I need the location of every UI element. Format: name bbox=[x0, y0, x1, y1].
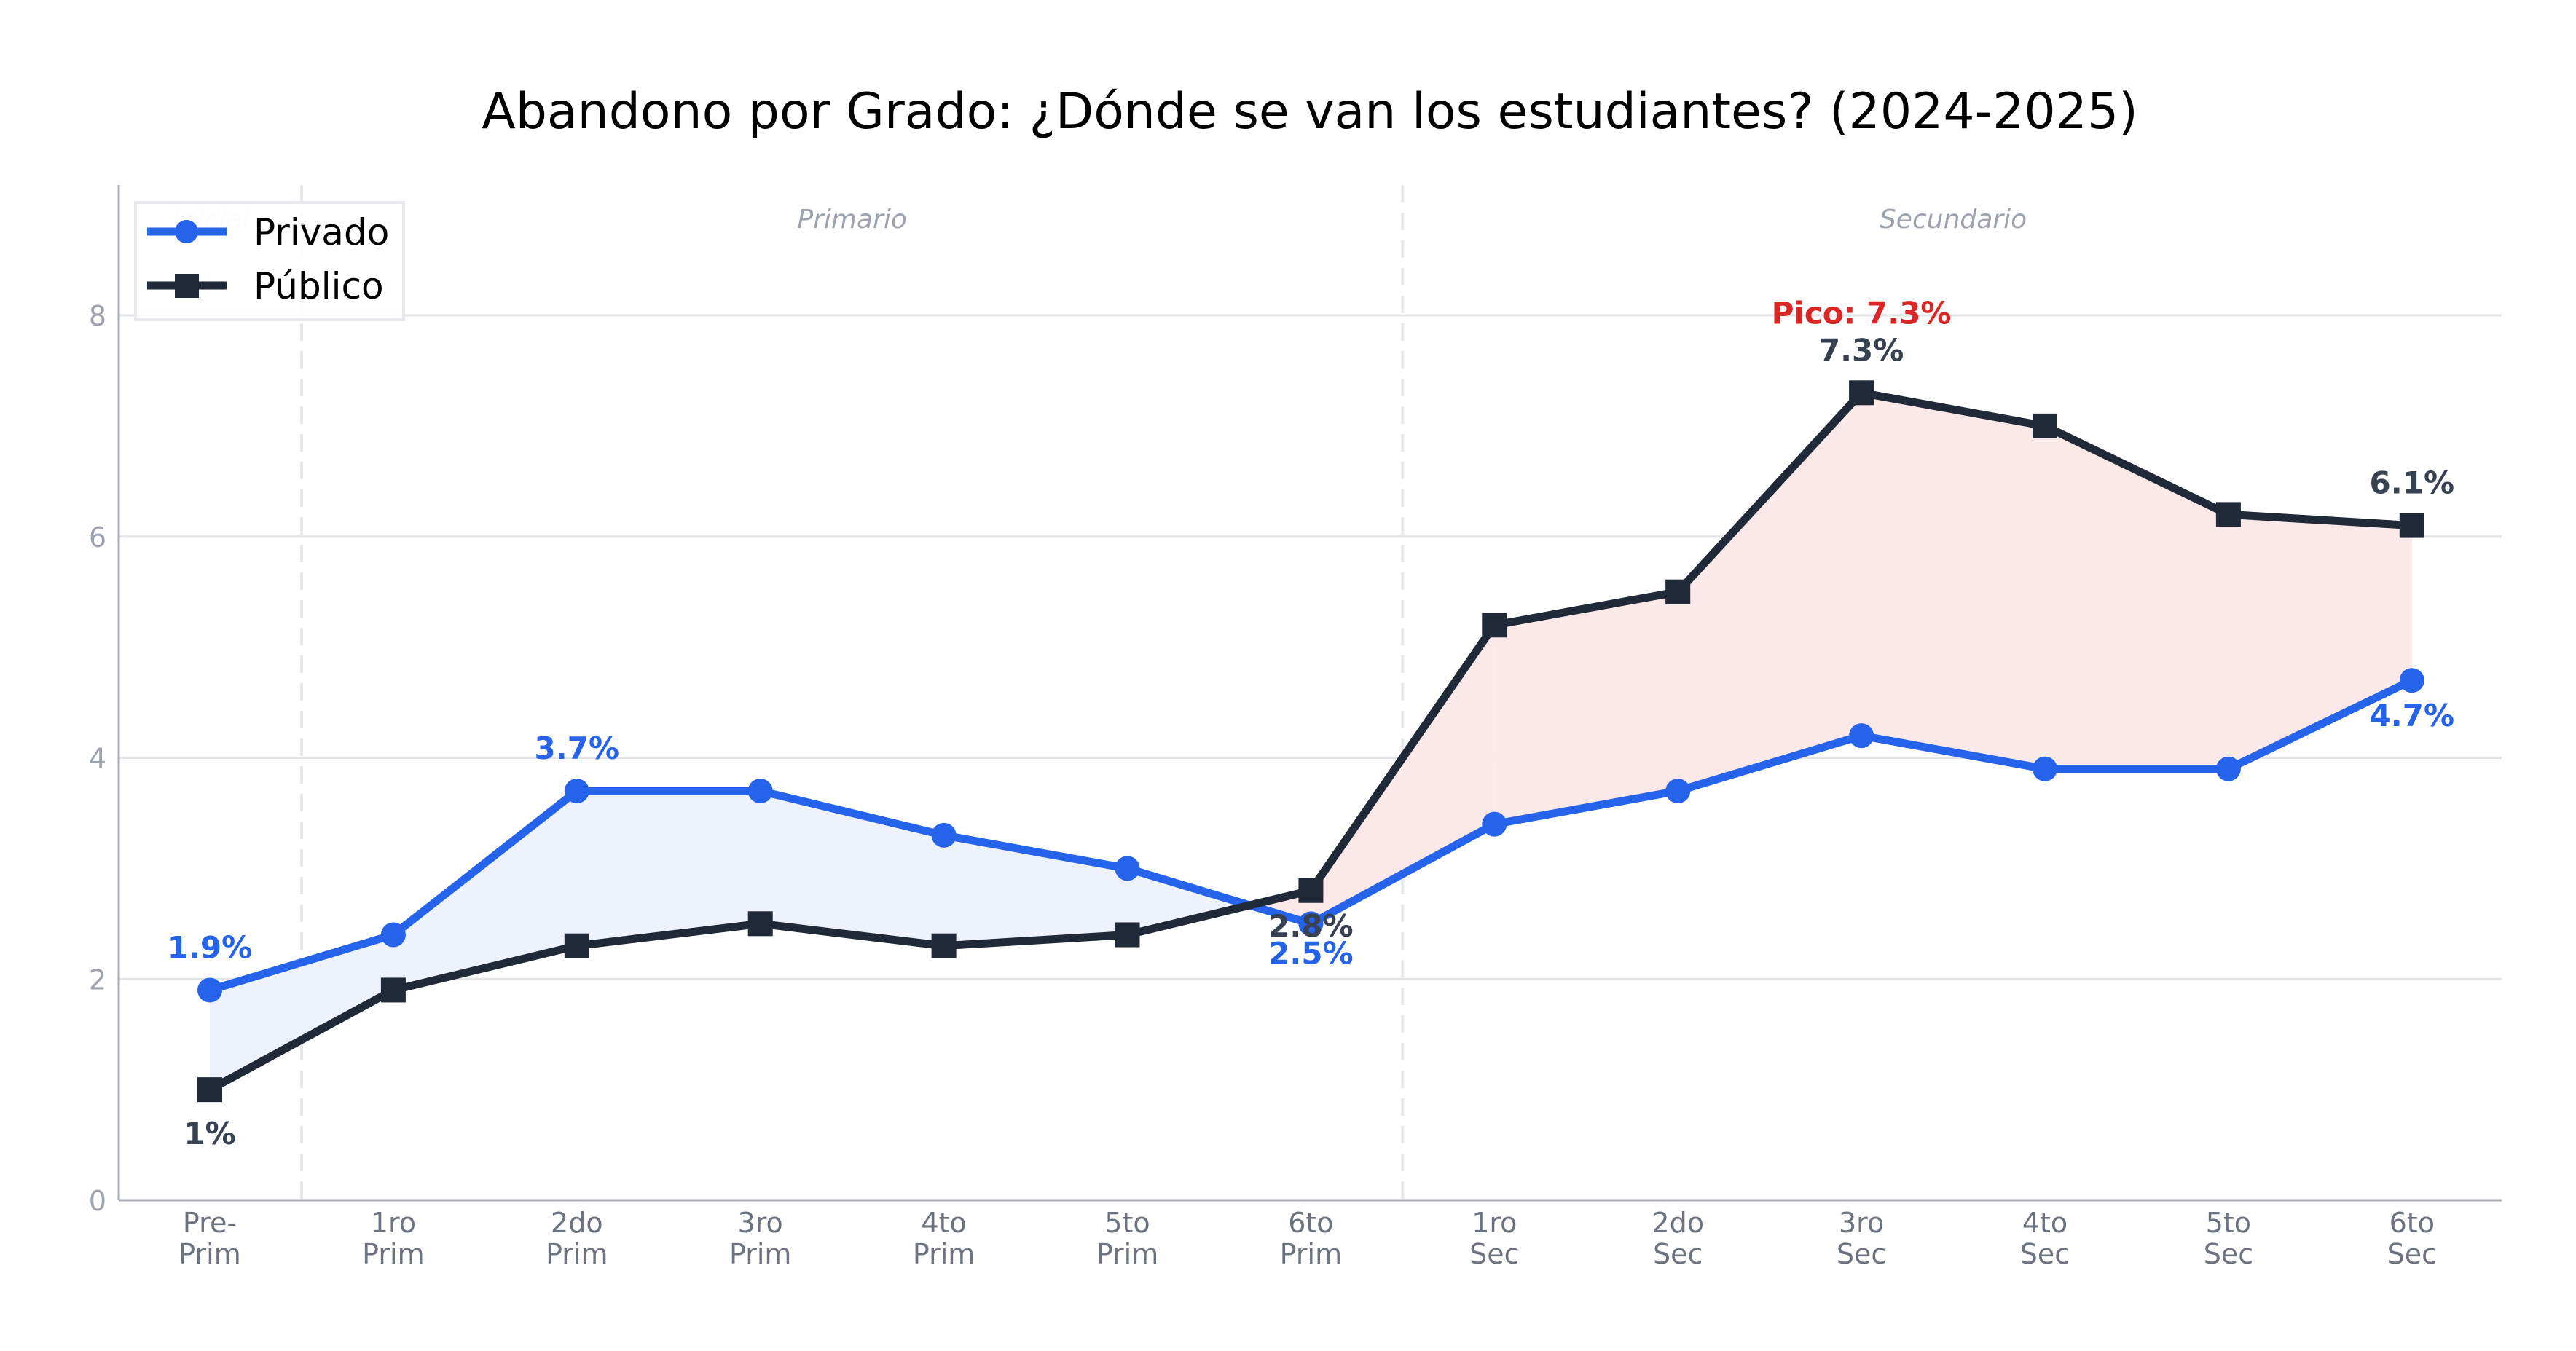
data-point[interactable] bbox=[931, 822, 957, 848]
data-point[interactable] bbox=[2215, 756, 2241, 781]
fill-segment bbox=[1494, 591, 1678, 824]
data-label: 2.8% bbox=[1268, 908, 1353, 944]
y-tick-label: 0 bbox=[89, 1185, 106, 1217]
fill-segment bbox=[1127, 868, 1250, 935]
data-label: 7.3% bbox=[1819, 332, 1904, 368]
data-point[interactable] bbox=[1849, 380, 1874, 406]
data-label: 2.5% bbox=[1268, 935, 1353, 971]
y-axis-ticks: 0 2 4 6 8 bbox=[89, 300, 106, 1217]
data-point[interactable] bbox=[197, 1077, 222, 1103]
data-label: 4.7% bbox=[2370, 698, 2454, 733]
legend-label-publico: Público bbox=[254, 265, 384, 307]
section-label-primario: Primario bbox=[797, 205, 906, 235]
data-label: 6.1% bbox=[2370, 465, 2454, 501]
data-label: 3.7% bbox=[535, 730, 619, 766]
x-tick-label: 2do Sec bbox=[1652, 1207, 1704, 1270]
data-point[interactable] bbox=[2399, 668, 2424, 693]
data-point[interactable] bbox=[1482, 613, 1507, 638]
fill-segment bbox=[393, 791, 577, 990]
section-labels: InicialPrimarioSecundario bbox=[173, 205, 2027, 235]
fill-segment bbox=[1311, 625, 1495, 924]
x-tick-label: 4to Sec bbox=[2020, 1207, 2070, 1270]
fill-segment bbox=[1861, 393, 2045, 769]
section-label-secundario: Secundario bbox=[1880, 205, 2027, 235]
data-point[interactable] bbox=[747, 911, 773, 937]
fill-segment bbox=[210, 934, 393, 1090]
square-marker-icon bbox=[175, 274, 199, 298]
fill-segment bbox=[2045, 425, 2229, 769]
x-tick-label: Pre-Prim bbox=[178, 1207, 240, 1270]
fill-segment bbox=[576, 791, 761, 946]
data-point[interactable] bbox=[564, 933, 589, 958]
legend: Privado Público bbox=[134, 201, 405, 321]
x-tick-label: 1ro Prim bbox=[362, 1207, 424, 1270]
y-tick-label: 2 bbox=[89, 964, 106, 996]
x-tick-label: 5to Prim bbox=[1096, 1207, 1158, 1270]
fill-segment bbox=[760, 791, 944, 946]
data-point[interactable] bbox=[1849, 723, 1874, 749]
chart-title: Abandono por Grado: ¿Dónde se van los es… bbox=[482, 83, 2137, 141]
x-tick-label: 1ro Sec bbox=[1469, 1207, 1519, 1270]
data-point[interactable] bbox=[1115, 856, 1140, 881]
legend-label-privado: Privado bbox=[254, 211, 389, 253]
section-dividers bbox=[299, 185, 1405, 1200]
data-point[interactable] bbox=[1665, 579, 1691, 604]
axes bbox=[117, 185, 2502, 1202]
data-point[interactable] bbox=[564, 779, 589, 804]
data-point[interactable] bbox=[2215, 502, 2241, 527]
legend-item-privado[interactable]: Privado bbox=[147, 211, 389, 253]
data-labels: 1.9% 3.7% 2.5% 4.7% 1% 2.8% 7.3% 6.1% Pico: 7.3% bbox=[168, 295, 2454, 1151]
y-tick-label: 8 bbox=[89, 300, 106, 332]
x-tick-label: 4to Prim bbox=[913, 1207, 975, 1270]
data-label: 1% bbox=[184, 1116, 235, 1151]
y-tick-label: 4 bbox=[89, 743, 106, 775]
x-tick-label: 3ro Sec bbox=[1837, 1207, 1886, 1270]
x-axis-ticks: Pre-Prim 1ro Prim 2do Prim 3ro Prim 4to Prim 5to P… bbox=[178, 1207, 2437, 1270]
fill-segment bbox=[1678, 393, 1862, 792]
x-tick-label: 5to Sec bbox=[2204, 1207, 2253, 1270]
data-label: Pico: 7.3% bbox=[1772, 295, 1952, 331]
fill-segment bbox=[2228, 514, 2412, 769]
y-tick-label: 6 bbox=[89, 521, 106, 554]
x-tick-label: 3ro Prim bbox=[729, 1207, 791, 1270]
x-tick-label: 6to Sec bbox=[2387, 1207, 2437, 1270]
data-point[interactable] bbox=[747, 779, 773, 804]
data-point[interactable] bbox=[2033, 756, 2057, 781]
data-point[interactable] bbox=[1115, 922, 1140, 948]
x-tick-label: 6to Prim bbox=[1280, 1207, 1342, 1270]
circle-marker-icon bbox=[175, 220, 198, 243]
data-point[interactable] bbox=[197, 977, 222, 1003]
x-tick-label: 2do Prim bbox=[546, 1207, 608, 1270]
data-point[interactable] bbox=[931, 933, 957, 958]
data-point[interactable] bbox=[1665, 779, 1691, 804]
data-point[interactable] bbox=[2033, 413, 2057, 438]
series-lines bbox=[197, 380, 2424, 1103]
data-point[interactable] bbox=[380, 977, 406, 1003]
data-point[interactable] bbox=[1482, 811, 1507, 837]
data-label: 1.9% bbox=[168, 929, 252, 965]
data-point[interactable] bbox=[1298, 878, 1324, 903]
data-point[interactable] bbox=[1298, 911, 1324, 937]
legend-item-publico[interactable]: Público bbox=[147, 265, 384, 307]
data-point[interactable] bbox=[380, 922, 406, 948]
data-point[interactable] bbox=[2399, 513, 2424, 538]
